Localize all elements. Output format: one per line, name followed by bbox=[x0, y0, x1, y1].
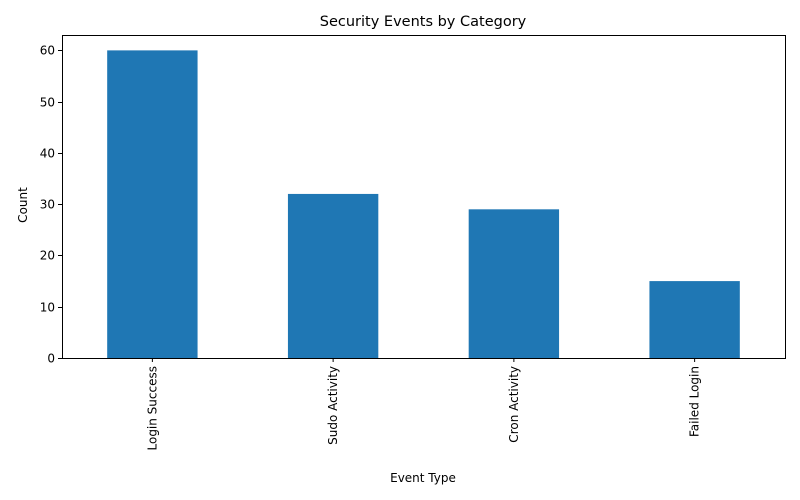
y-axis-ticks: 0 10 20 30 40 50 60 bbox=[40, 44, 62, 366]
x-axis-ticks: Login Success Sudo Activity Cron Activity F… bbox=[145, 358, 702, 451]
bar-cron-activity bbox=[468, 209, 560, 358]
x-tick-label: Failed Login bbox=[688, 366, 702, 437]
bar-failed-login bbox=[649, 281, 740, 358]
chart-title: Security Events by Category bbox=[320, 14, 527, 30]
y-tick-label: 50 bbox=[40, 96, 55, 110]
y-tick-label: 0 bbox=[47, 352, 55, 366]
y-tick-label: 10 bbox=[40, 301, 55, 315]
y-tick-label: 40 bbox=[40, 147, 55, 161]
y-tick-label: 30 bbox=[40, 198, 55, 212]
x-tick-label: Login Success bbox=[145, 366, 159, 451]
bars-group bbox=[107, 50, 740, 358]
x-tick-label: Cron Activity bbox=[507, 366, 521, 443]
bar-sudo-activity bbox=[287, 193, 379, 358]
bar-login-success bbox=[107, 50, 198, 358]
x-axis-label: Event Type bbox=[390, 471, 456, 485]
plot-frame bbox=[62, 35, 786, 359]
y-tick-label: 20 bbox=[40, 249, 55, 263]
y-axis-label: Count bbox=[16, 187, 30, 223]
x-tick-label: Sudo Activity bbox=[326, 366, 340, 445]
y-tick-label: 60 bbox=[40, 44, 55, 58]
